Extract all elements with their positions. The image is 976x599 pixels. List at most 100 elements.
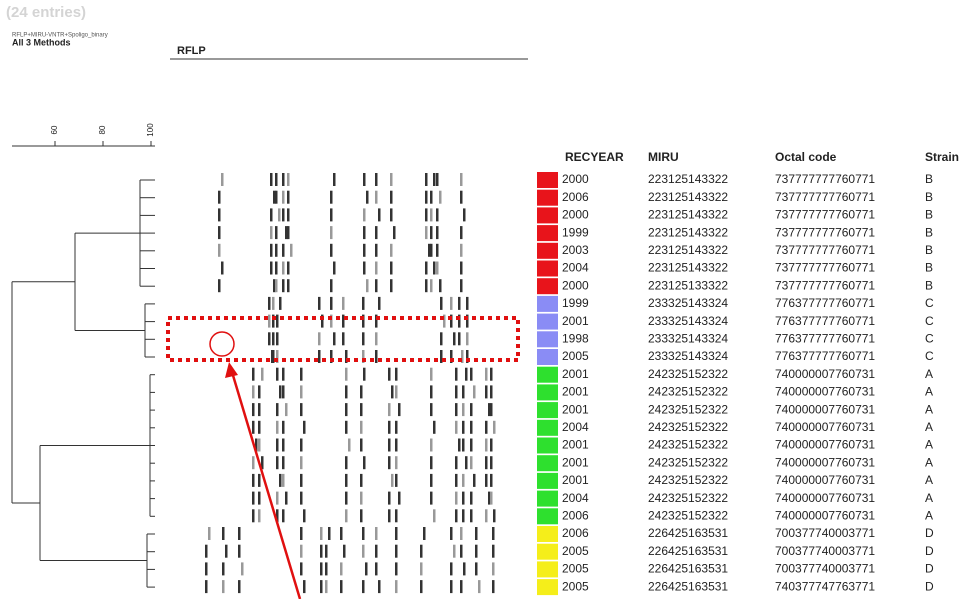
band [388,509,391,522]
band [462,474,465,487]
band [258,385,261,398]
band [238,580,241,593]
band [433,509,436,522]
cell: 233325143324 [648,349,728,363]
cell: B [925,278,933,292]
band [330,279,333,292]
cell: 2004 [562,420,589,434]
strain-swatch [537,278,558,294]
cell: 242325152322 [648,402,728,416]
cell: 242325152322 [648,385,728,399]
band [282,509,285,522]
strain-swatch [537,420,558,436]
dendrogram: 6080100 [12,123,155,587]
band [430,191,433,204]
band [375,527,378,540]
band [275,173,278,186]
band [282,474,285,487]
band [278,208,281,221]
band [390,279,393,292]
cell: B [925,190,933,204]
band [275,191,278,204]
band [395,368,398,381]
band [362,580,365,593]
strain-swatch [537,544,558,560]
cell: 2005 [562,544,589,558]
band [490,403,493,416]
band [375,191,378,204]
band [390,173,393,186]
cell: 223125143322 [648,190,728,204]
cell: 2001 [562,367,589,381]
band [485,439,488,452]
band [300,368,303,381]
band [390,208,393,221]
band [360,509,363,522]
band [475,527,478,540]
band [282,279,285,292]
band [252,509,255,522]
band [345,368,348,381]
band [270,262,273,275]
band [433,262,436,275]
cell: 737777777760771 [775,225,875,239]
band [303,421,306,434]
band [221,262,224,275]
strain-swatch [537,579,558,595]
band [276,492,279,505]
band [430,474,433,487]
strain-swatch [537,491,558,507]
cell: 740000007760731 [775,385,875,399]
cell: 223125143322 [648,172,728,186]
band [282,421,285,434]
cell: A [925,508,933,522]
cell: 226425163531 [648,562,728,576]
band [395,580,398,593]
band [300,385,303,398]
band [455,474,458,487]
band [430,226,433,239]
cell: 700377740003771 [775,562,875,576]
band [303,509,306,522]
band [453,332,456,345]
band [462,509,465,522]
band [330,244,333,257]
band [490,368,493,381]
band [325,545,328,558]
cell: 776377777760771 [775,331,875,345]
cell: 2001 [562,473,589,487]
band [490,492,493,505]
band [300,562,303,575]
band [455,492,458,505]
band [473,474,476,487]
band [252,403,255,416]
band [218,279,221,292]
band [258,421,261,434]
band [460,226,463,239]
band [455,385,458,398]
band [345,421,348,434]
strain-swatch [537,243,558,259]
band [363,262,366,275]
band [388,492,391,505]
band [276,368,279,381]
strain-swatch [537,473,558,489]
band [460,279,463,292]
cell: 2006 [562,526,589,540]
cell: 740000007760731 [775,508,875,522]
band [375,244,378,257]
band [439,191,442,204]
band [388,368,391,381]
band [279,385,282,398]
cell: D [925,544,934,558]
band [470,509,473,522]
cell: 740000007760731 [775,402,875,416]
band [345,492,348,505]
band [375,262,378,275]
cell: 2000 [562,278,589,292]
cell: D [925,526,934,540]
band [460,173,463,186]
band [439,279,442,292]
band [492,545,495,558]
methods: All 3 Methods [12,37,71,47]
